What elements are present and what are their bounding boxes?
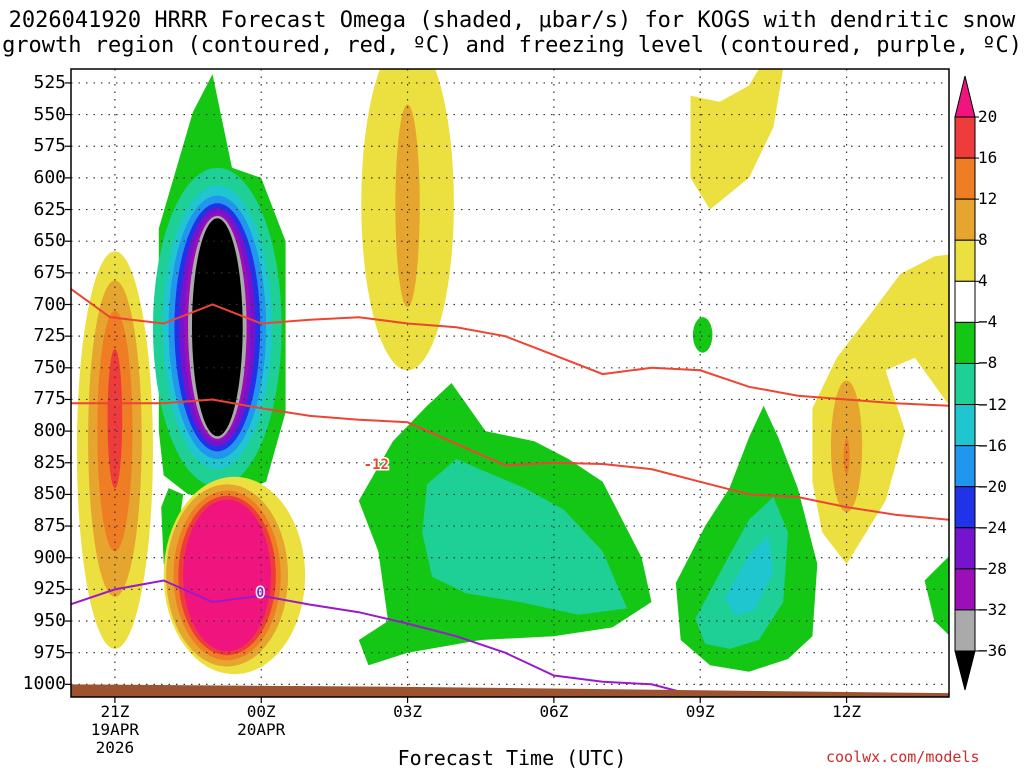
y-tick-label-975: 975 xyxy=(33,641,66,663)
omega-colorbar xyxy=(954,75,979,691)
omega-ascent-plume-tail--4 xyxy=(161,488,184,565)
x-tick-label-06Z: 06Z xyxy=(539,702,569,721)
colorbar-bottom-arrow xyxy=(954,650,976,691)
credit-link[interactable]: coolwx.com/models xyxy=(826,748,980,766)
y-tick-label-800: 800 xyxy=(33,420,66,442)
colorbar-label--8: −8 xyxy=(978,353,998,373)
colorbar-swatch-6 xyxy=(954,362,976,406)
colorbar-swatch-8 xyxy=(954,445,976,488)
temperature-contours: -12 0 xyxy=(71,287,949,697)
y-tick-label-950: 950 xyxy=(33,610,66,632)
colorbar-label--16: −16 xyxy=(978,435,1007,455)
y-tick-label-675: 675 xyxy=(33,261,66,283)
chart-title-line-2: growth region (contoured, red, ºC) and f… xyxy=(2,33,1022,58)
y-tick-label-525: 525 xyxy=(33,71,66,93)
omega-upper-descent-03z-8 xyxy=(395,104,420,308)
omega-upper-descent-09z-4 xyxy=(690,69,784,210)
y-tick-label-825: 825 xyxy=(33,451,66,473)
colorbar-swatch-2 xyxy=(954,198,976,241)
y-tick-label-650: 650 xyxy=(33,230,66,252)
colorbar-swatch-11 xyxy=(954,568,976,611)
x-tick-label-03Z: 03Z xyxy=(393,702,423,721)
terrain xyxy=(71,684,949,697)
y-tick-label-1000: 1000 xyxy=(22,673,66,695)
colorbar-label--32: −32 xyxy=(978,599,1007,619)
colorbar-label--20: −20 xyxy=(978,476,1007,496)
y-tick-label-550: 550 xyxy=(33,103,66,125)
colorbar-swatch-3 xyxy=(954,239,976,282)
omega-descent-core-20 xyxy=(183,499,271,652)
y-tick-label-700: 700 xyxy=(33,293,66,315)
colorbar-top-arrow xyxy=(954,75,976,118)
omega-ascent-core--36 xyxy=(191,218,243,437)
y-tick-label-925: 925 xyxy=(33,578,66,600)
colorbar-swatch-1 xyxy=(954,157,976,200)
x-tick-label-00Z: 00Z 20APR xyxy=(237,702,286,739)
x-tick-label-09Z: 09Z xyxy=(685,702,715,721)
axis-ticks xyxy=(65,82,848,703)
y-tick-label-875: 875 xyxy=(33,515,66,537)
x-tick-label-21Z: 21Z 19APR 2026 xyxy=(90,702,139,757)
omega-ascent-blob-09z--4 xyxy=(692,317,713,353)
plot-frame xyxy=(70,68,950,698)
colorbar-label--36: −36 xyxy=(978,641,1007,660)
colorbar-label-4: 4 xyxy=(978,271,988,291)
colorbar-label--24: −24 xyxy=(978,517,1007,537)
y-tick-label-850: 850 xyxy=(33,483,66,505)
dgz-contour-0 xyxy=(71,287,949,407)
colorbar-swatch-10 xyxy=(954,527,976,570)
colorbar-label-16: 16 xyxy=(978,148,998,168)
y-tick-label-775: 775 xyxy=(33,388,66,410)
omega-ascent-area-10z--12 xyxy=(724,534,774,615)
omega-shading xyxy=(76,69,949,675)
x-tick-label-12Z: 12Z xyxy=(832,702,862,721)
y-tick-label-575: 575 xyxy=(33,135,66,157)
colorbar-label-12: 12 xyxy=(978,189,998,209)
colorbar-swatch-12 xyxy=(954,609,976,652)
dgz-contour-label: -12 xyxy=(364,457,389,473)
omega-ascent-area-03z--8 xyxy=(422,459,628,615)
y-tick-label-600: 600 xyxy=(33,166,66,188)
omega-ascent-edge-13z--4 xyxy=(924,556,949,636)
colorbar-swatch-5 xyxy=(954,321,976,364)
omega-descent-band-21z-16 xyxy=(107,348,123,489)
colorbar-label-20: 20 xyxy=(978,107,998,126)
colorbar-swatch-9 xyxy=(954,486,976,529)
freezing-level-contour xyxy=(71,579,701,697)
y-tick-label-625: 625 xyxy=(33,198,66,220)
omega-descent-area-12z-12 xyxy=(843,438,850,475)
colorbar-swatch-0 xyxy=(954,116,976,159)
y-tick-label-750: 750 xyxy=(33,356,66,378)
y-tick-label-725: 725 xyxy=(33,325,66,347)
chart-title-line-1: 2026041920 HRRR Forecast Omega (shaded, … xyxy=(8,8,1016,33)
x-axis-title: Forecast Time (UTC) xyxy=(397,746,627,770)
colorbar-label-8: 8 xyxy=(978,230,988,250)
colorbar-label--4: −4 xyxy=(978,312,998,332)
freezing-level-label: 0 xyxy=(256,586,264,601)
colorbar-label--28: −28 xyxy=(978,558,1007,578)
terrain-surface xyxy=(71,684,949,697)
dgz-contour-1 xyxy=(71,398,949,521)
colorbar-swatch-4 xyxy=(954,280,976,323)
colorbar-swatch-7 xyxy=(954,404,976,447)
colorbar-label--12: −12 xyxy=(978,394,1007,414)
y-tick-label-900: 900 xyxy=(33,546,66,568)
